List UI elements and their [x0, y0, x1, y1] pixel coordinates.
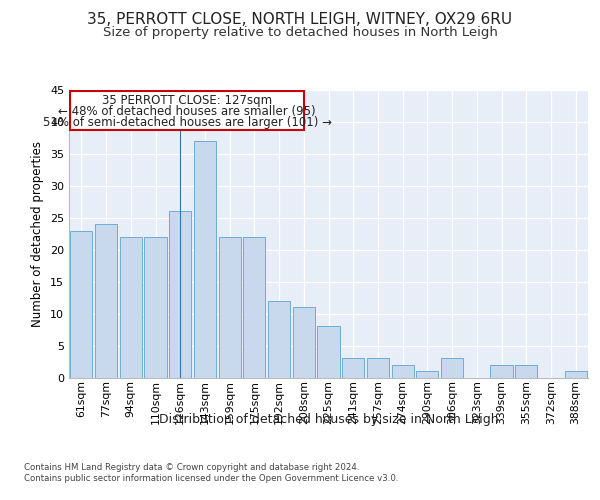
Bar [367, 358, 389, 378]
Bar [565, 371, 587, 378]
FancyBboxPatch shape [70, 92, 304, 130]
Bar [194, 141, 216, 378]
Bar [218, 237, 241, 378]
Bar [490, 364, 512, 378]
Y-axis label: Number of detached properties: Number of detached properties [31, 141, 44, 327]
Bar [317, 326, 340, 378]
Bar [169, 212, 191, 378]
Text: Distribution of detached houses by size in North Leigh: Distribution of detached houses by size … [159, 412, 499, 426]
Text: Size of property relative to detached houses in North Leigh: Size of property relative to detached ho… [103, 26, 497, 39]
Bar [441, 358, 463, 378]
Bar [243, 237, 265, 378]
Bar [392, 364, 414, 378]
Text: 35, PERROTT CLOSE, NORTH LEIGH, WITNEY, OX29 6RU: 35, PERROTT CLOSE, NORTH LEIGH, WITNEY, … [88, 12, 512, 28]
Text: 51% of semi-detached houses are larger (101) →: 51% of semi-detached houses are larger (… [43, 116, 332, 129]
Bar [119, 237, 142, 378]
Bar [268, 301, 290, 378]
Text: 35 PERROTT CLOSE: 127sqm: 35 PERROTT CLOSE: 127sqm [102, 94, 272, 108]
Text: Contains public sector information licensed under the Open Government Licence v3: Contains public sector information licen… [24, 474, 398, 483]
Bar [95, 224, 117, 378]
Bar [416, 371, 439, 378]
Bar [70, 230, 92, 378]
Text: Contains HM Land Registry data © Crown copyright and database right 2024.: Contains HM Land Registry data © Crown c… [24, 462, 359, 471]
Text: ← 48% of detached houses are smaller (95): ← 48% of detached houses are smaller (95… [58, 106, 316, 118]
Bar [515, 364, 538, 378]
Bar [342, 358, 364, 378]
Bar [145, 237, 167, 378]
Bar [293, 307, 315, 378]
